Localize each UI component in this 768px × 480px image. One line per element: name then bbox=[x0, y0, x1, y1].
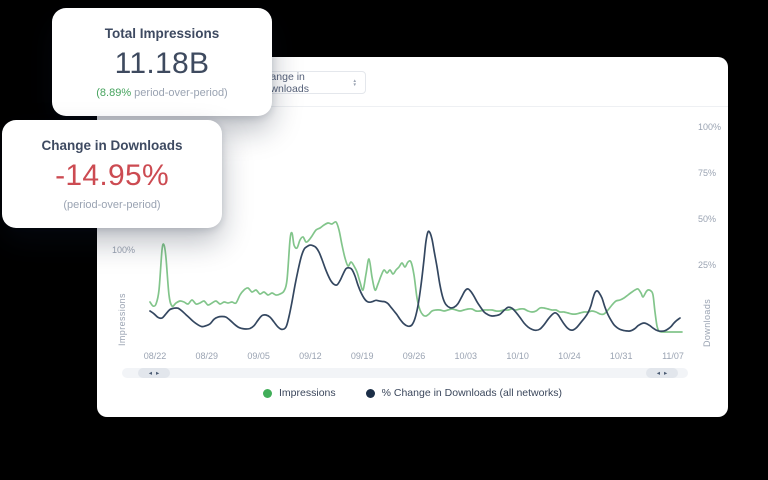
x-axis-label: 09/05 bbox=[247, 351, 270, 361]
right-axis-tick-label: 100% bbox=[698, 122, 722, 132]
scrollbar-right-handle[interactable]: ◂ ▸ bbox=[646, 368, 678, 378]
chart-panel: Change in Downloads ▲ ▼ 100% Impressions … bbox=[97, 57, 728, 417]
x-axis-labels: 08/22 08/29 09/05 09/12 09/19 09/26 10/03 10/10… bbox=[140, 351, 700, 363]
card-value: 11.18B bbox=[114, 46, 210, 80]
chart-svg bbox=[149, 220, 683, 333]
metric-dropdown[interactable]: Change in Downloads ▲ ▼ bbox=[248, 71, 366, 95]
x-axis-label: 10/03 bbox=[454, 351, 478, 361]
card-title: Change in Downloads bbox=[41, 137, 183, 153]
card-subtitle-rest: (period-over-period) bbox=[63, 198, 161, 211]
card-subtitle-highlight: (8.89% bbox=[96, 86, 132, 99]
right-axis-tick-label: 25% bbox=[698, 260, 717, 270]
x-axis-label: 08/29 bbox=[195, 351, 219, 361]
right-axis-title: Downloads bbox=[702, 298, 712, 348]
card-title: Total Impressions bbox=[104, 25, 220, 41]
x-axis-label: 09/12 bbox=[299, 351, 322, 361]
card-subtitle: (8.89% period-over-period) bbox=[96, 87, 227, 99]
arrow-right-icon: ▸ bbox=[156, 370, 160, 377]
chart-range-scrollbar[interactable]: ◂ ▸ ◂ ▸ bbox=[122, 368, 688, 378]
arrow-right-icon: ▸ bbox=[664, 370, 668, 377]
x-axis-label: 08/22 bbox=[143, 351, 167, 361]
x-axis-label: 11/07 bbox=[662, 351, 684, 361]
arrow-left-icon: ◂ bbox=[656, 370, 660, 377]
legend-label: Impressions bbox=[279, 387, 336, 399]
card-subtitle-rest: period-over-period) bbox=[131, 86, 228, 99]
x-axis-label: 10/31 bbox=[609, 351, 633, 361]
select-arrows-icon: ▲ ▼ bbox=[352, 77, 357, 87]
change-in-downloads-card: Change in Downloads -14.95% (period-over… bbox=[2, 120, 222, 228]
x-axis-label: 10/10 bbox=[506, 351, 529, 361]
series-line-left bbox=[149, 220, 683, 333]
legend-item[interactable]: Impressions bbox=[263, 387, 336, 399]
x-axis-label: 09/26 bbox=[402, 351, 426, 361]
legend-dot-icon bbox=[263, 388, 273, 398]
card-subtitle: (period-over-period) bbox=[63, 199, 160, 211]
arrow-left-icon: ◂ bbox=[148, 370, 152, 377]
header-divider bbox=[97, 106, 728, 107]
legend-label: % Change in Downloads (all networks) bbox=[381, 387, 562, 399]
x-axis-label: 10/24 bbox=[558, 351, 581, 361]
right-axis-tick-label: 75% bbox=[698, 168, 717, 178]
total-impressions-card: Total Impressions 11.18B (8.89% period-o… bbox=[52, 8, 272, 116]
series-line-right bbox=[149, 230, 681, 333]
right-axis-tick-label: 50% bbox=[698, 214, 717, 224]
legend-dot-icon bbox=[365, 388, 375, 398]
card-value: -14.95% bbox=[55, 158, 169, 192]
chart-plot-area bbox=[140, 120, 700, 355]
left-axis-title: Impressions bbox=[117, 293, 127, 347]
x-axis-label: 09/19 bbox=[350, 351, 374, 361]
legend-item[interactable]: % Change in Downloads (all networks) bbox=[365, 387, 562, 399]
left-axis-tick-label: 100% bbox=[111, 245, 135, 255]
scrollbar-left-handle[interactable]: ◂ ▸ bbox=[138, 368, 170, 378]
chart-legend: Impressions % Change in Downloads (all ne… bbox=[97, 387, 728, 399]
